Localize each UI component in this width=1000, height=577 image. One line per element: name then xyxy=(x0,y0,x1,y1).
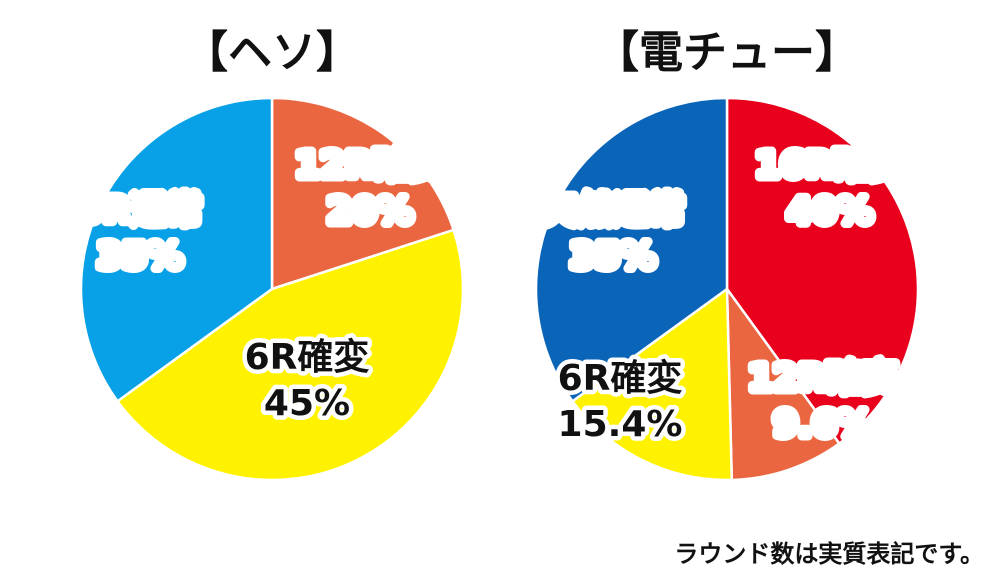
pie-slice-1 xyxy=(270,96,456,291)
slice-label: 16R確変 xyxy=(755,144,905,186)
pie-chart-2: 【電チュー】 16R確変 40% 12R確変 9.6% 6R確変 15.4% 突然通常 35% xyxy=(534,27,920,482)
slice-label: 12R確変 xyxy=(748,357,898,399)
pie-slice-2 xyxy=(725,285,842,482)
footnote: ラウンド数は実質表記です。 xyxy=(674,540,984,568)
slice-value: 15.4% xyxy=(558,404,683,445)
slice-value: 9.6% xyxy=(773,404,873,445)
slice-value: 20% xyxy=(327,191,413,232)
slice-value: 40% xyxy=(787,191,873,232)
pie-slice-3 xyxy=(79,96,274,404)
slice-label: 6R確変 xyxy=(558,357,683,399)
pie-slice-3 xyxy=(570,286,734,482)
slice-value: 45% xyxy=(264,383,350,424)
pie-slice-2 xyxy=(115,228,465,482)
slice-label: 12R確変 xyxy=(295,144,445,186)
pie-chart-1: 【ヘソ】 12R確変 20% 6R確変 45% 6R通常 35% xyxy=(73,27,465,482)
slice-label: 6R通常 xyxy=(78,190,203,231)
pie-slice-4 xyxy=(534,96,729,404)
slice-label: 突然通常 xyxy=(541,189,685,231)
chart-title: 【ヘソ】 xyxy=(184,27,360,78)
slice-label: 6R確変 xyxy=(245,336,370,378)
slice-value: 35% xyxy=(97,236,183,277)
slice-value: 35% xyxy=(570,236,656,277)
pie-slice-1 xyxy=(725,96,920,446)
chart-title: 【電チュー】 xyxy=(595,27,859,78)
